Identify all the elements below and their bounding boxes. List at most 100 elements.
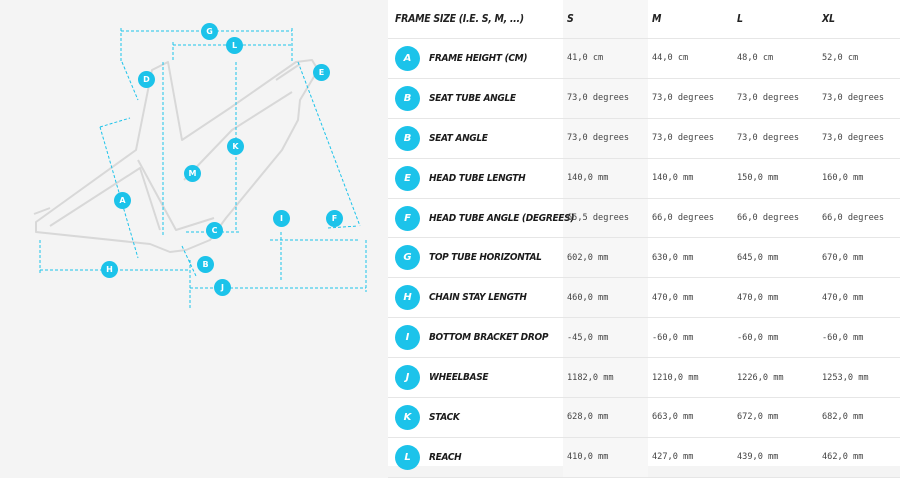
row-label: J WHEELBASE [388,357,563,399]
value-l: 73,0 degrees [733,118,818,159]
measurement-name: SEAT TUBE ANGLE [429,92,516,104]
measurement-name: HEAD TUBE ANGLE (DEGREES) [429,212,575,224]
value-m: 427,0 mm [648,437,733,478]
row-label: I BOTTOM BRACKET DROP [388,317,563,359]
letter-badge: L [395,444,420,470]
marker-c: C [206,222,223,239]
value-m: 66,0 degrees [648,198,733,239]
table-row: L REACH 410,0 mm 427,0 mm 439,0 mm 462,0 … [388,437,900,478]
value-s: 65,5 degrees [563,198,648,239]
value-m: 73,0 degrees [648,78,733,119]
measurement-name: HEAD TUBE LENGTH [429,172,526,184]
row-label: B SEAT TUBE ANGLE [388,78,563,119]
row-label: H CHAIN STAY LENGTH [388,277,563,319]
table-row: F HEAD TUBE ANGLE (DEGREES) 65,5 degrees … [388,198,900,239]
value-xl: 1253,0 mm [818,357,900,399]
letter-badge: F [395,205,420,231]
value-s: 628,0 mm [563,397,648,438]
letter-badge: I [395,325,420,351]
value-l: 470,0 mm [733,277,818,319]
marker-m: M [184,165,201,182]
header-size-xl: XL [818,0,900,39]
value-xl: 670,0 mm [818,237,900,279]
table-row: E HEAD TUBE LENGTH 140,0 mm 140,0 mm 150,… [388,158,900,199]
marker-j: J [214,279,231,296]
row-label: A FRAME HEIGHT (CM) [388,38,563,79]
header-size-l: L [733,0,818,39]
value-l: 150,0 mm [733,158,818,199]
header-size-s: S [563,0,648,39]
value-s: -45,0 mm [563,317,648,359]
value-xl: 66,0 degrees [818,198,900,239]
table-row: A FRAME HEIGHT (CM) 41,0 cm 44,0 cm 48,0 … [388,38,900,79]
measurement-name: CHAIN STAY LENGTH [429,292,527,304]
marker-g: G [201,23,218,40]
value-xl: 682,0 mm [818,397,900,438]
letter-badge: B [395,85,420,111]
measurement-name: BOTTOM BRACKET DROP [429,332,549,344]
value-l: 66,0 degrees [733,198,818,239]
measurement-name: SEAT ANGLE [429,132,488,144]
table-row: B SEAT ANGLE 73,0 degrees 73,0 degrees 73… [388,118,900,159]
value-s: 410,0 mm [563,437,648,478]
measurement-name: WHEELBASE [429,372,489,384]
letter-badge: J [395,365,420,391]
table-row: G TOP TUBE HORIZONTAL 602,0 mm 630,0 mm 6… [388,237,900,279]
value-l: -60,0 mm [733,317,818,359]
value-m: 73,0 degrees [648,118,733,159]
marker-f: F [326,210,343,227]
row-label: F HEAD TUBE ANGLE (DEGREES) [388,198,574,239]
letter-badge: E [395,165,420,191]
letter-badge: K [395,404,420,430]
value-s: 73,0 degrees [563,118,648,159]
value-xl: 470,0 mm [818,277,900,319]
value-l: 73,0 degrees [733,78,818,119]
letter-badge: A [395,45,420,71]
geometry-table: FRAME SIZE (I.E. S, M, ...) S M L XL A FR… [388,0,900,478]
value-m: 470,0 mm [648,277,733,319]
value-xl: 52,0 cm [818,38,900,79]
marker-e: E [313,64,330,81]
value-xl: 160,0 mm [818,158,900,199]
value-xl: 73,0 degrees [818,118,900,159]
letter-badge: G [395,245,420,271]
header-size-m: M [648,0,733,39]
measurement-name: REACH [429,451,462,463]
marker-l: L [226,37,243,54]
header-frame-size: FRAME SIZE (I.E. S, M, ...) [388,0,563,39]
value-s: 602,0 mm [563,237,648,279]
frame-geometry-diagram: G L D E K M A I F C H B J [0,0,388,466]
measurement-name: TOP TUBE HORIZONTAL [429,252,542,264]
letter-badge: H [395,285,420,311]
value-l: 439,0 mm [733,437,818,478]
value-xl: 73,0 degrees [818,78,900,119]
table-header-row: FRAME SIZE (I.E. S, M, ...) S M L XL [388,0,900,39]
table-row: B SEAT TUBE ANGLE 73,0 degrees 73,0 degre… [388,78,900,119]
value-xl: 462,0 mm [818,437,900,478]
row-label: K STACK [388,397,563,438]
marker-b: B [197,256,214,273]
marker-d: D [138,71,155,88]
value-s: 41,0 cm [563,38,648,79]
marker-i: I [273,210,290,227]
value-l: 672,0 mm [733,397,818,438]
measurement-name: STACK [429,411,460,423]
value-m: 44,0 cm [648,38,733,79]
value-s: 1182,0 mm [563,357,648,399]
marker-a: A [114,192,131,209]
table-row: I BOTTOM BRACKET DROP -45,0 mm -60,0 mm -… [388,317,900,359]
table-row: K STACK 628,0 mm 663,0 mm 672,0 mm 682,0 … [388,397,900,438]
value-l: 645,0 mm [733,237,818,279]
frame-drawing [33,28,367,308]
value-s: 460,0 mm [563,277,648,319]
row-label: B SEAT ANGLE [388,118,563,159]
measurement-name: FRAME HEIGHT (CM) [429,52,528,64]
value-m: 140,0 mm [648,158,733,199]
value-xl: -60,0 mm [818,317,900,359]
table-row: J WHEELBASE 1182,0 mm 1210,0 mm 1226,0 mm… [388,357,900,399]
value-s: 140,0 mm [563,158,648,199]
letter-badge: B [395,125,420,151]
value-l: 1226,0 mm [733,357,818,399]
value-m: 663,0 mm [648,397,733,438]
value-s: 73,0 degrees [563,78,648,119]
